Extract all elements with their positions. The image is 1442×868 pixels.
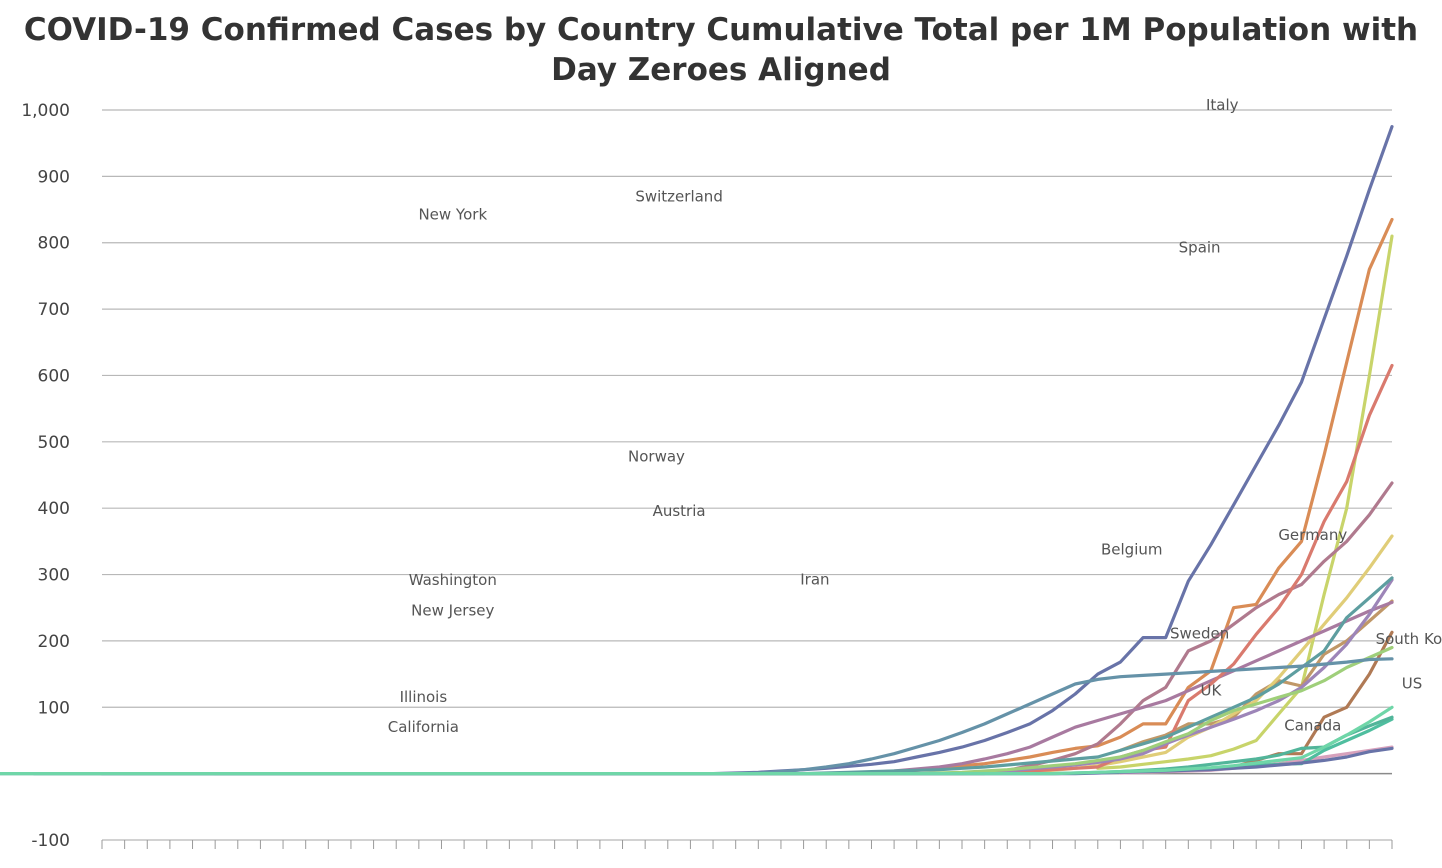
series-label-washington: Washington — [409, 571, 497, 589]
series-label-uk: UK — [1201, 681, 1223, 699]
series-label-new-york: New York — [418, 206, 487, 224]
y-tick-label: 300 — [38, 566, 70, 586]
chart-title-line-1: COVID-19 Confirmed Cases by Country Cumu… — [23, 12, 1419, 48]
y-tick-label: 800 — [38, 234, 70, 254]
series-label-us: US — [1402, 675, 1423, 693]
series-label-iran: Iran — [800, 571, 829, 589]
series-line-new-york — [1096, 234, 1394, 770]
x-axis — [101, 772, 1393, 849]
series-lines — [0, 124, 1394, 776]
series-label-new-jersey: New Jersey — [411, 602, 494, 620]
series-line-germany — [0, 576, 1394, 776]
series-labels: New York Washington New Jersey Illinois Cali… — [388, 96, 1442, 736]
series-line-south-kor — [32, 657, 1394, 776]
y-tick-label: 900 — [38, 167, 70, 187]
chart-title: COVID-19 Confirmed Cases by Country Cumu… — [0, 10, 1442, 90]
series-label-sweden: Sweden — [1170, 624, 1229, 642]
y-axis-tick-labels: -100 100 200 300 400 500 600 700 800 900 1,000 — [21, 101, 70, 851]
y-tick-label: 600 — [38, 366, 70, 386]
series-label-belgium: Belgium — [1101, 541, 1163, 559]
y-tick-label: 200 — [38, 632, 70, 652]
series-label-norway: Norway — [628, 448, 685, 466]
chart-title-line-2: Day Zeroes Aligned — [551, 52, 891, 88]
y-tick-label: 1,000 — [21, 101, 70, 121]
y-tick-label: 400 — [38, 499, 70, 519]
series-line-washington — [1118, 599, 1394, 753]
series-label-south-kor: South Kor — [1376, 630, 1442, 648]
series-label-california: California — [388, 718, 459, 736]
series-label-austria: Austria — [653, 502, 706, 520]
gridlines — [102, 109, 1392, 841]
series-label-italy: Italy — [1206, 96, 1239, 114]
y-tick-label: 500 — [38, 433, 70, 453]
series-label-spain: Spain — [1179, 239, 1221, 257]
y-tick-label: 700 — [38, 300, 70, 320]
series-label-illinois: Illinois — [400, 688, 448, 706]
series-label-canada: Canada — [1284, 717, 1341, 735]
series-line-austria — [756, 534, 1394, 776]
series-label-switzerland: Switzerland — [635, 188, 723, 206]
series-line-us — [0, 705, 1394, 776]
y-tick-label: 100 — [38, 698, 70, 718]
y-tick-label: -100 — [31, 831, 70, 851]
series-line-italy — [213, 124, 1394, 776]
series-label-germany: Germany — [1278, 526, 1347, 544]
